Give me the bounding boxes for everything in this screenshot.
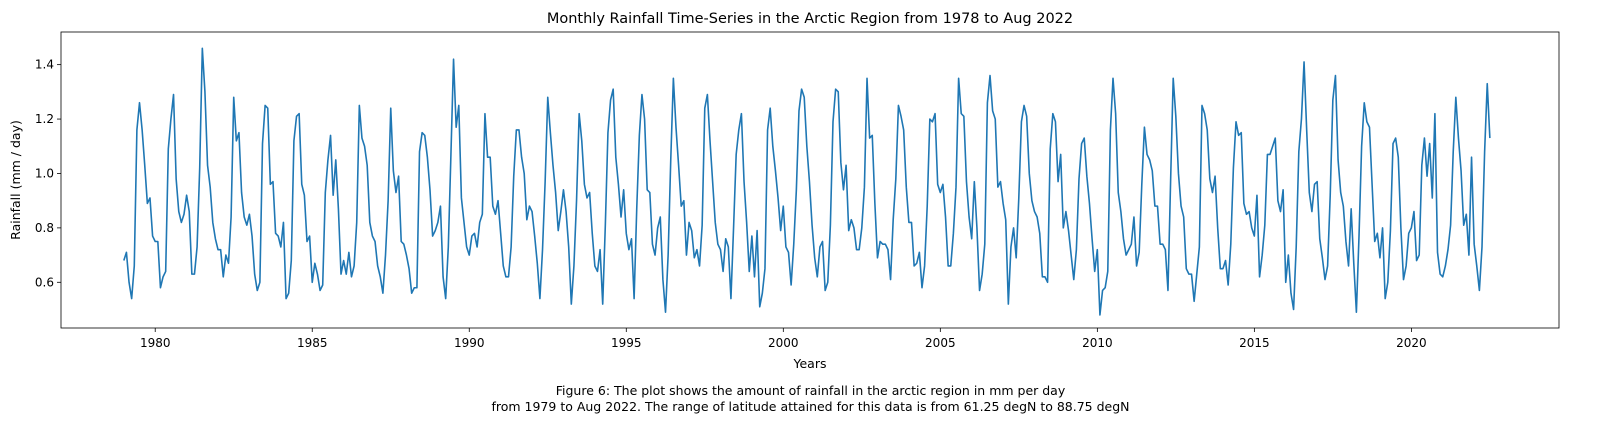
rainfall-series-line xyxy=(123,47,1491,316)
caption-line-1: Figure 6: The plot shows the amount of r… xyxy=(555,383,1066,398)
y-axis-ticks: 0.6 0.8 1.0 1.2 1.4 xyxy=(35,58,61,289)
figure-caption: Figure 6: The plot shows the amount of r… xyxy=(0,383,1621,415)
x-tick-label: 1990 xyxy=(454,336,485,350)
y-tick-label: 0.8 xyxy=(35,221,54,235)
x-tick-label: 2005 xyxy=(925,336,956,350)
x-tick-label: 2010 xyxy=(1082,336,1113,350)
x-tick-label: 1995 xyxy=(611,336,642,350)
y-tick-label: 1.4 xyxy=(35,58,54,72)
x-axis-ticks: 1980 1985 1990 1995 2000 2005 2010 2015 2020 xyxy=(140,328,1427,350)
y-tick-label: 0.6 xyxy=(35,275,54,289)
chart-title: Monthly Rainfall Time-Series in the Arct… xyxy=(547,11,1073,27)
rainfall-chart: Monthly Rainfall Time-Series in the Arct… xyxy=(8,11,1560,371)
x-tick-label: 2020 xyxy=(1396,336,1427,350)
caption-line-2: from 1979 to Aug 2022. The range of lati… xyxy=(491,399,1130,414)
x-tick-label: 2015 xyxy=(1239,336,1270,350)
y-axis-title: Rainfall (mm / day) xyxy=(8,120,23,240)
plot-frame xyxy=(60,31,1560,329)
x-tick-label: 1980 xyxy=(140,336,171,350)
x-axis-title: Years xyxy=(793,356,827,371)
x-tick-label: 2000 xyxy=(768,336,799,350)
x-tick-label: 1985 xyxy=(297,336,328,350)
y-tick-label: 1.2 xyxy=(35,112,54,126)
y-tick-label: 1.0 xyxy=(35,166,54,180)
